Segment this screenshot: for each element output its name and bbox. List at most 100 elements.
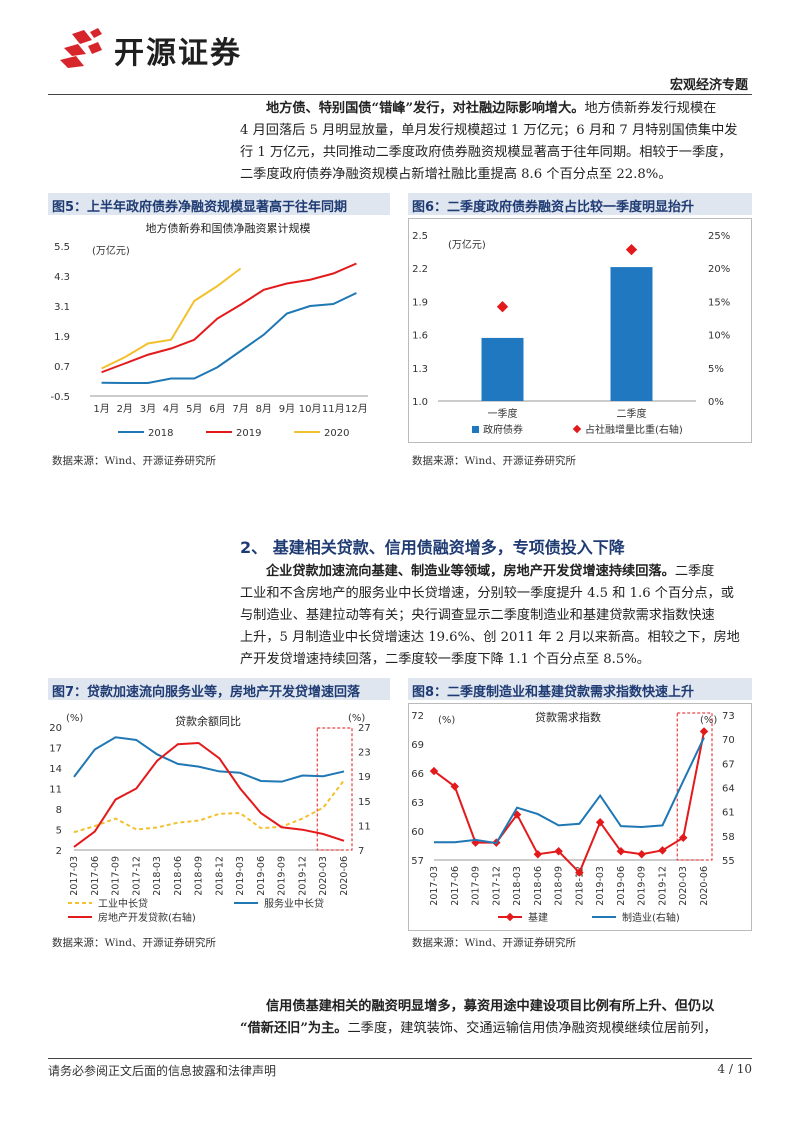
figure-5-caption: 图5：上半年政府债券净融资规模显著高于往年同期 xyxy=(48,193,390,215)
legend-swatch xyxy=(572,424,582,434)
paragraph-3-lead: 信用债基建相关的融资明显增多，募资用途中建设项目比例有所上升、但仍以 xyxy=(266,999,715,1014)
diamond-marker xyxy=(575,868,584,877)
y-tick-label: 8 xyxy=(56,805,62,816)
y-tick-label: 1.6 xyxy=(412,331,428,342)
diamond-marker xyxy=(595,818,605,827)
diamond-marker xyxy=(658,846,667,855)
y2-axis-unit: (%) xyxy=(700,715,717,726)
x-tick-label: 2019-09 xyxy=(637,866,648,906)
x-tick-label: 2018-09 xyxy=(554,866,565,906)
y2-tick-label: 61 xyxy=(722,808,735,819)
x-tick-label: 2017-03 xyxy=(69,856,80,896)
y2-tick-label: 5% xyxy=(708,364,724,375)
y2-axis-unit: (%) xyxy=(348,713,365,724)
y-tick-label: 72 xyxy=(411,711,424,722)
y-tick-label: 2.5 xyxy=(412,231,428,242)
x-tick-label: 2019-06 xyxy=(616,866,627,906)
legend-swatch-marker xyxy=(505,912,515,922)
y-tick-label: 4.3 xyxy=(54,272,70,283)
y-tick-label: 69 xyxy=(411,740,424,751)
y-tick-label: 11 xyxy=(49,785,62,796)
figure-6-source: 数据来源：Wind、开源证券研究所 xyxy=(412,455,576,467)
y2-tick-label: 15% xyxy=(708,297,730,308)
diamond-marker xyxy=(533,849,543,859)
figure-6-caption: 图6：二季度政府债券融资占比较一季度明显抬升 xyxy=(408,193,752,215)
series-line-工业中长贷 xyxy=(73,779,345,834)
y2-tick-label: 25% xyxy=(708,231,730,242)
legend-label: 基建 xyxy=(528,911,548,924)
diamond-marker xyxy=(616,847,626,856)
logo-mark-icon xyxy=(60,28,102,68)
x-tick-label: 3月 xyxy=(140,403,156,415)
paragraph-2-lead: 企业贷款加速流向基建、制造业等领域，房地产开发贷增速持续回落。 xyxy=(266,564,675,579)
company-name: 开源证券 xyxy=(114,36,242,71)
bar xyxy=(481,337,524,401)
bar xyxy=(610,267,653,401)
paragraph-1-lead: 地方债、特别国债“错峰”发行，对社融边际影响增大。 xyxy=(266,101,585,116)
chart-frame xyxy=(408,703,752,931)
x-tick-label: 10月 xyxy=(299,403,322,415)
figure-5-source: 数据来源：Wind、开源证券研究所 xyxy=(52,455,216,467)
y-tick-label: 20 xyxy=(49,723,62,734)
y-tick-label: 60 xyxy=(411,827,424,838)
diamond-marker xyxy=(496,301,509,313)
legend-label: 服务业中长贷 xyxy=(264,897,324,910)
y2-tick-label: 67 xyxy=(722,759,735,770)
x-tick-label: 2019-12 xyxy=(657,866,668,906)
legend-label: 制造业(右轴) xyxy=(622,911,680,924)
x-tick-label: 2019-06 xyxy=(256,856,267,896)
series-line-2020 xyxy=(101,267,242,370)
x-tick-label: 2018-03 xyxy=(512,866,523,906)
paragraph-1: 地方债、特别国债“错峰”发行，对社融边际影响增大。地方债新券发行规模在 4 月回… xyxy=(240,98,752,186)
x-tick-label: 2020-06 xyxy=(339,856,350,896)
legend-label: 2020 xyxy=(324,428,349,439)
series-line-制造业(右轴) xyxy=(434,737,705,845)
x-tick-label: 2019-09 xyxy=(277,856,288,896)
series-line-2018 xyxy=(101,292,357,384)
highlight-box xyxy=(316,727,353,851)
paragraph-2-text: 二季度 xyxy=(674,564,715,579)
paragraph-2-line: 产开发贷增速持续回落，二季度较一季度下降 1.1 个百分点至 8.5%。 xyxy=(240,652,650,667)
diamond-marker xyxy=(699,727,709,736)
y-tick-label: 1.3 xyxy=(412,364,428,375)
series-line-2019 xyxy=(101,262,357,374)
y-tick-label: 5.5 xyxy=(54,242,70,253)
x-tick-label: 2017-06 xyxy=(450,866,461,906)
chart-frame xyxy=(408,218,752,443)
y2-tick-label: 15 xyxy=(358,797,371,808)
y-tick-label: 63 xyxy=(411,798,424,809)
x-tick-label: 5月 xyxy=(186,403,202,415)
x-tick-label: 2020-03 xyxy=(318,856,329,896)
x-tick-label: 2017-09 xyxy=(111,856,122,896)
chart-title: 贷款余额同比 xyxy=(175,714,241,728)
y2-tick-label: 64 xyxy=(722,784,735,795)
figure-8-source: 数据来源：Wind、开源证券研究所 xyxy=(412,937,576,949)
legend-label: 政府债券 xyxy=(483,423,523,436)
x-tick-label: 2018-09 xyxy=(194,856,205,896)
y-tick-label: 2.2 xyxy=(412,264,428,275)
x-tick-label: 11月 xyxy=(322,403,345,415)
section-2-title: 2、 基建相关贷款、信用债融资增多，专项债投入下降 xyxy=(240,538,625,557)
figure-6-chart: (万亿元) 2.5 2.2 1.9 1.6 1.3 1.0 25% 20% 15% 10% 5% 0% 一… xyxy=(408,218,752,443)
y2-tick-label: 27 xyxy=(358,723,371,734)
figure-8-caption: 图8：二季度制造业和基建贷款需求指数快速上升 xyxy=(408,678,752,700)
x-tick-label: 6月 xyxy=(209,403,225,415)
paragraph-1-line: 二季度政府债券净融资规模占新增社融比重提高 8.6 个百分点至 22.8%。 xyxy=(240,167,672,182)
x-tick-label: 2017-09 xyxy=(471,866,482,906)
footer-disclaimer: 请务必参阅正文后面的信息披露和法律声明 xyxy=(48,1064,277,1078)
y2-tick-label: 7 xyxy=(358,846,364,857)
figure-8-chart: 贷款需求指数 (%) (%) 72 69 66 63 60 57 73 70 67 64 61 58 55 20… xyxy=(408,703,752,931)
y-axis-unit: (%) xyxy=(438,715,455,726)
y-tick-label: 57 xyxy=(411,856,424,867)
y-tick-label: 1.9 xyxy=(412,297,428,308)
y2-tick-label: 19 xyxy=(358,772,371,783)
diamond-marker xyxy=(554,847,563,856)
y-tick-label: 17 xyxy=(49,744,62,755)
legend-label: 房地产开发贷款(右轴) xyxy=(98,911,196,924)
legend-label: 占社融增量比重(右轴) xyxy=(585,423,683,436)
y-tick-label: -0.5 xyxy=(50,392,70,403)
paragraph-2-line: 与制造业、基建拉动等有关；央行调查显示二季度制造业和基建贷款需求指数快速 xyxy=(240,608,715,623)
y2-tick-label: 70 xyxy=(722,735,735,746)
x-tick-label: 12月 xyxy=(345,403,368,415)
x-tick-label: 2019-12 xyxy=(297,856,308,896)
